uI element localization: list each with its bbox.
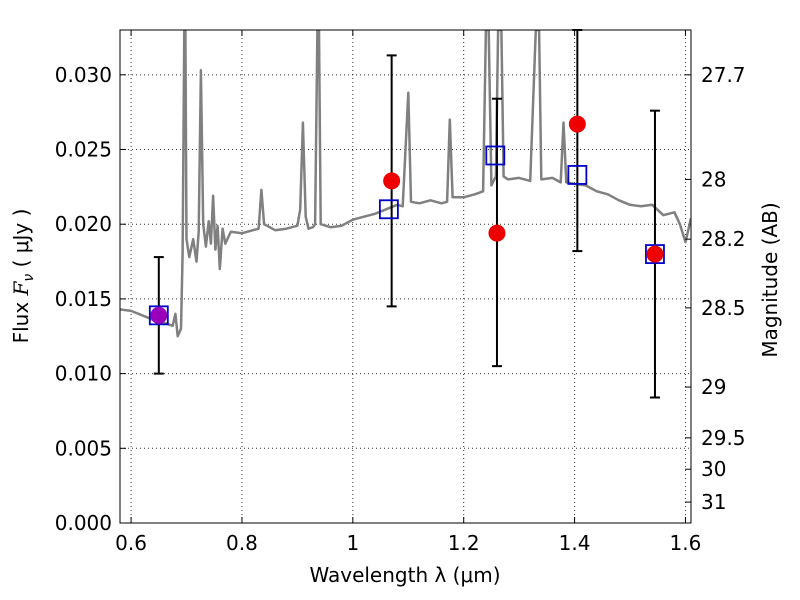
x-axis-label: Wavelength λ (μm) xyxy=(309,563,500,587)
x-tick-label: 1.6 xyxy=(670,531,702,555)
observed-point-marker xyxy=(646,245,664,263)
magnitude-tick-label: 29 xyxy=(701,375,726,399)
plot-frame xyxy=(119,29,692,524)
y-axis-label-symbol: F xyxy=(9,280,33,296)
y-axis-label-prefix: Flux xyxy=(9,295,33,343)
y-axis-label-suffix: ( μJy ) xyxy=(9,209,33,274)
model-square-marker xyxy=(645,244,665,264)
x-tick-label: 1 xyxy=(346,531,359,555)
magnitude-tick-label: 29.5 xyxy=(701,426,746,450)
y-tick-label: 0.015 xyxy=(55,287,112,311)
magnitude-tick-label: 28.2 xyxy=(701,227,746,251)
tick-marks xyxy=(120,30,691,524)
marker-layer xyxy=(148,115,665,326)
magnitude-tick-label: 27.7 xyxy=(701,63,746,87)
model-square-marker xyxy=(567,165,588,185)
magnitude-tick-label: 31 xyxy=(701,490,726,514)
magnitude-tick-label: 30 xyxy=(701,457,726,481)
x-tick-label: 1.2 xyxy=(448,531,480,555)
error-bar-layer xyxy=(153,29,660,399)
model-square-marker xyxy=(148,305,169,326)
x-tick-label: 0.8 xyxy=(226,531,258,555)
model-spectrum-line xyxy=(120,30,691,338)
observed-point-marker xyxy=(568,115,586,133)
y-axis-label-subscript: ν xyxy=(21,274,37,282)
observed-point-marker xyxy=(150,306,168,324)
tick-labels: 0.6 0.8 1 1.2 1.4 1.6 0.000 0.005 0.010 0.015 0.02… xyxy=(55,63,746,555)
y-tick-label: 0.005 xyxy=(55,436,112,460)
model-spectrum-layer xyxy=(120,30,691,338)
observed-point-marker xyxy=(488,224,506,242)
y-tick-label: 0.025 xyxy=(55,138,112,162)
y-tick-label: 0.000 xyxy=(55,511,112,535)
right-y-axis-label: Magnitude (AB) xyxy=(758,202,782,357)
y-tick-label: 0.020 xyxy=(55,212,112,236)
x-tick-label: 0.6 xyxy=(115,531,147,555)
observed-point-marker xyxy=(383,172,401,190)
x-tick-label: 1.4 xyxy=(559,531,591,555)
y-axis-label: Flux Fν ( μJy ) xyxy=(9,209,37,344)
model-square-marker xyxy=(485,145,506,166)
y-tick-label: 0.010 xyxy=(55,362,112,386)
grid-lines xyxy=(120,30,691,524)
model-square-marker xyxy=(378,199,399,220)
magnitude-tick-label: 28 xyxy=(701,167,726,191)
magnitude-tick-label: 28.5 xyxy=(701,296,746,320)
y-tick-label: 0.030 xyxy=(55,63,112,87)
